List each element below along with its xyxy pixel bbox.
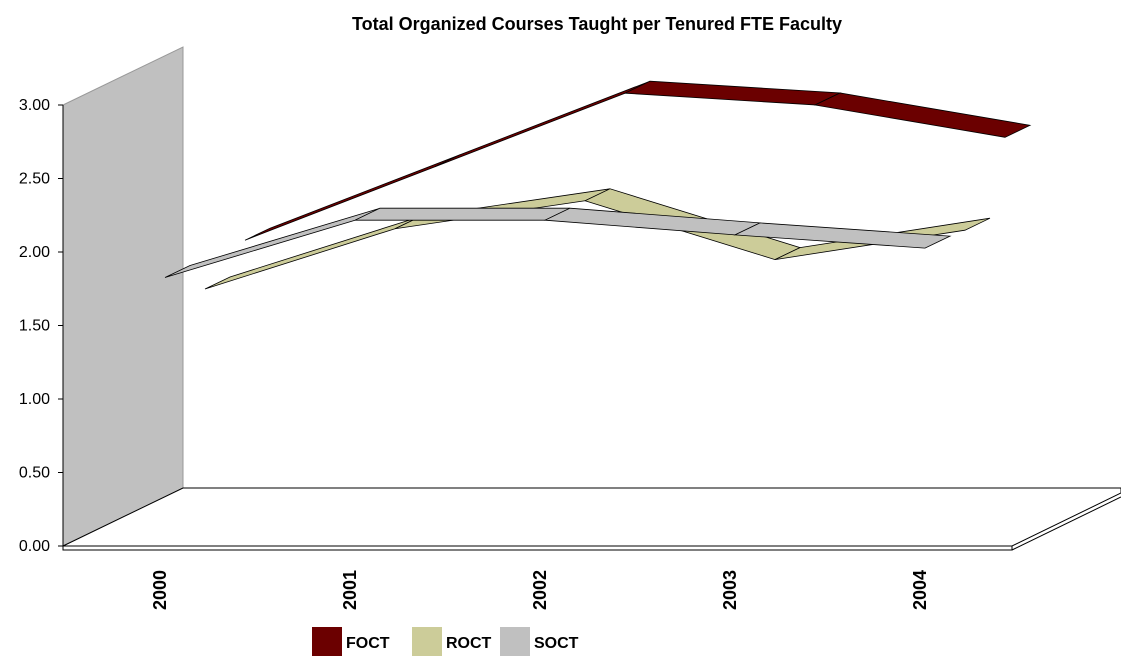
legend-swatch: [312, 627, 342, 657]
y-tick-label: 1.50: [19, 318, 50, 335]
y-tick-label: 0.00: [19, 538, 50, 555]
ribbon-segment: [244, 154, 461, 241]
legend-swatch: [500, 627, 530, 657]
y-tick-label: 3.00: [19, 97, 50, 114]
floor-edge: [1011, 496, 1121, 551]
ribbon-segment: [434, 80, 651, 168]
legend-label: ROCT: [446, 635, 492, 652]
floor: [62, 487, 1121, 547]
x-tick-label: 2001: [340, 570, 360, 610]
x-tick-label: 2002: [530, 570, 550, 610]
legend-swatch: [412, 627, 442, 657]
chart-title: Total Organized Courses Taught per Tenur…: [352, 14, 842, 34]
ribbon-segment: [813, 92, 1032, 138]
y-tick-label: 0.50: [19, 465, 50, 482]
floor-edge: [62, 545, 1013, 551]
ribbon-segment: [733, 222, 952, 249]
y-tick-label: 2.00: [19, 244, 50, 261]
back-wall: [62, 46, 184, 547]
y-tick-label: 2.50: [19, 171, 50, 188]
ribbon-segment: [354, 207, 571, 221]
x-tick-label: 2000: [150, 570, 170, 610]
x-tick-label: 2003: [720, 570, 740, 610]
x-tick-label: 2004: [910, 570, 930, 610]
ribbon-segment: [623, 80, 842, 106]
legend-label: FOCT: [346, 635, 390, 652]
legend-label: SOCT: [534, 635, 579, 652]
y-tick-label: 1.00: [19, 391, 50, 408]
